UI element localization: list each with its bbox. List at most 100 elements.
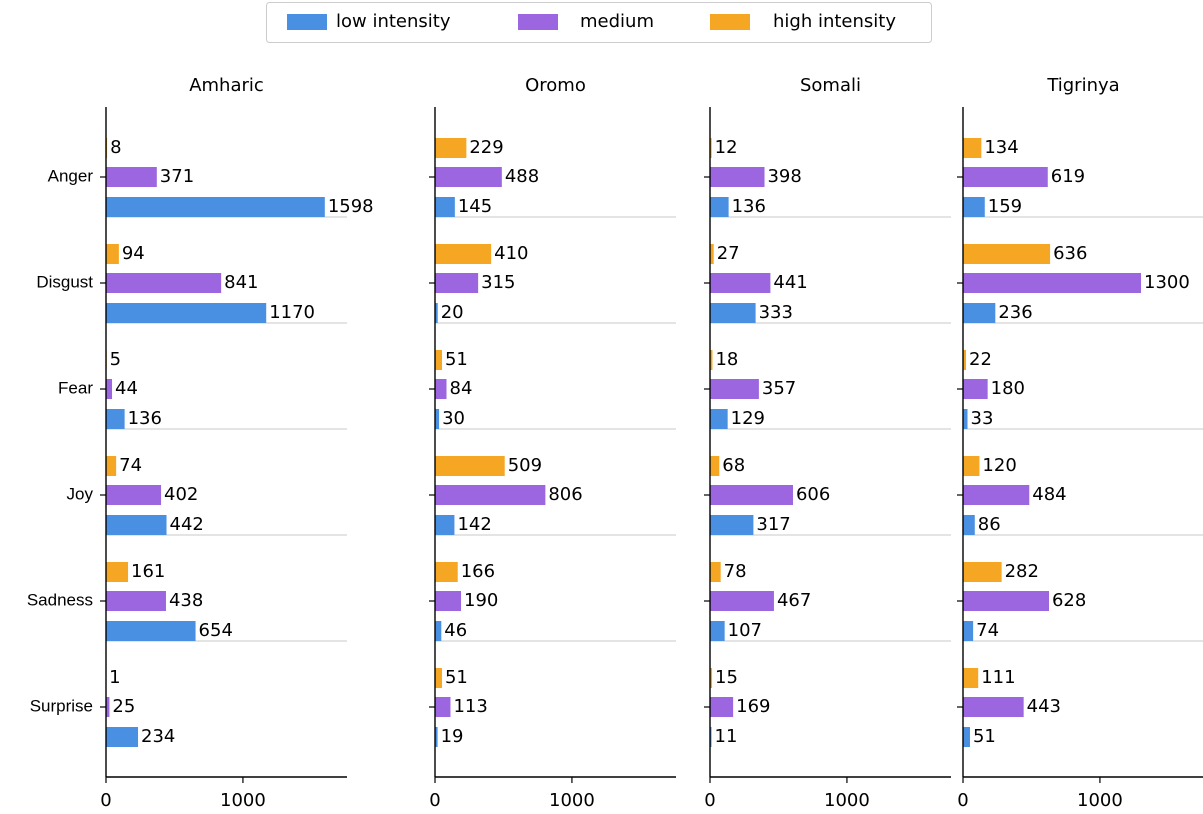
bar — [963, 668, 979, 688]
value-label: 11 — [715, 726, 738, 747]
bar — [710, 409, 728, 429]
bar — [106, 303, 267, 323]
value-label: 443 — [1027, 696, 1061, 717]
y-tick-label: Disgust — [36, 272, 93, 291]
value-label: 410 — [494, 243, 528, 264]
value-label: 166 — [461, 561, 495, 582]
x-tick-label: 0 — [704, 790, 715, 811]
value-label: 74 — [119, 455, 142, 476]
legend-swatch — [518, 14, 558, 30]
bar — [963, 621, 974, 641]
x-tick-label: 1000 — [549, 790, 595, 811]
value-label: 333 — [759, 302, 793, 323]
bar — [963, 138, 982, 158]
bar — [963, 303, 996, 323]
value-label: 619 — [1051, 166, 1085, 187]
value-label: 86 — [978, 514, 1001, 535]
value-label: 484 — [1032, 484, 1066, 505]
bar — [435, 244, 492, 264]
y-tick-label: Surprise — [30, 696, 93, 715]
x-tick-label: 1000 — [220, 790, 266, 811]
bar — [963, 485, 1030, 505]
value-label: 44 — [115, 378, 138, 399]
bar — [710, 591, 774, 611]
bar — [710, 197, 729, 217]
value-label: 636 — [1053, 243, 1087, 264]
value-label: 18 — [715, 349, 738, 370]
panel-title: Amharic — [189, 75, 264, 96]
value-label: 357 — [762, 378, 796, 399]
bar — [710, 138, 712, 158]
value-label: 1170 — [269, 302, 315, 323]
bar — [106, 197, 325, 217]
x-tick-label: 0 — [957, 790, 968, 811]
bar — [435, 167, 502, 187]
value-label: 442 — [170, 514, 204, 535]
value-label: 229 — [469, 137, 503, 158]
bar — [435, 138, 467, 158]
bar — [435, 273, 479, 293]
bar — [963, 697, 1024, 717]
bar — [106, 409, 125, 429]
bar — [106, 167, 157, 187]
bar — [106, 244, 119, 264]
bar — [435, 515, 455, 535]
bar — [963, 244, 1051, 264]
bar — [435, 697, 451, 717]
value-label: 51 — [445, 667, 468, 688]
y-tick-label: Anger — [48, 166, 94, 185]
bar — [106, 379, 113, 399]
value-label: 1300 — [1144, 272, 1190, 293]
value-label: 33 — [971, 408, 994, 429]
value-label: 315 — [481, 272, 515, 293]
panel-title: Oromo — [525, 75, 586, 96]
bar — [435, 485, 546, 505]
value-label: 438 — [169, 590, 203, 611]
bar — [435, 621, 442, 641]
bar — [106, 273, 222, 293]
value-label: 12 — [715, 137, 738, 158]
bar — [106, 456, 117, 476]
bar — [963, 350, 967, 370]
bar — [710, 562, 721, 582]
panel-title: Tigrinya — [1046, 75, 1119, 96]
value-label: 169 — [736, 696, 770, 717]
bar — [435, 562, 458, 582]
bar — [963, 456, 980, 476]
value-label: 145 — [458, 196, 492, 217]
value-label: 120 — [982, 455, 1016, 476]
bar — [435, 379, 447, 399]
legend-label: low intensity — [336, 11, 451, 32]
bar — [710, 727, 712, 747]
value-label: 806 — [548, 484, 582, 505]
bar — [710, 167, 765, 187]
bar — [710, 668, 713, 688]
value-label: 107 — [728, 620, 762, 641]
value-label: 19 — [441, 726, 464, 747]
value-label: 27 — [717, 243, 740, 264]
value-label: 136 — [732, 196, 766, 217]
bar — [963, 379, 988, 399]
legend-box — [266, 2, 932, 43]
value-label: 22 — [969, 349, 992, 370]
value-label: 68 — [722, 455, 745, 476]
bar — [963, 591, 1049, 611]
value-label: 46 — [444, 620, 467, 641]
y-tick-label: Joy — [67, 484, 94, 503]
value-label: 134 — [984, 137, 1018, 158]
value-label: 74 — [976, 620, 999, 641]
value-label: 467 — [777, 590, 811, 611]
value-label: 51 — [445, 349, 468, 370]
value-label: 190 — [464, 590, 498, 611]
legend-swatch — [287, 14, 327, 30]
value-label: 371 — [160, 166, 194, 187]
bar — [710, 697, 734, 717]
x-tick-label: 1000 — [1077, 790, 1123, 811]
bar — [710, 456, 720, 476]
y-tick-label: Sadness — [27, 590, 93, 609]
value-label: 8 — [110, 137, 121, 158]
bar — [435, 409, 440, 429]
bar — [435, 350, 442, 370]
value-label: 234 — [141, 726, 175, 747]
value-label: 111 — [981, 667, 1015, 688]
